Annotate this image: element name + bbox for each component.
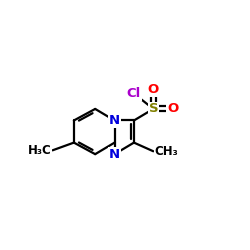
- Text: H₃C: H₃C: [28, 144, 52, 157]
- Text: CH₃: CH₃: [154, 145, 178, 158]
- Text: O: O: [167, 102, 178, 116]
- Text: O: O: [148, 83, 159, 96]
- Text: N: N: [109, 114, 120, 127]
- Text: S: S: [148, 102, 158, 116]
- Text: N: N: [109, 148, 120, 161]
- Text: Cl: Cl: [127, 87, 141, 100]
